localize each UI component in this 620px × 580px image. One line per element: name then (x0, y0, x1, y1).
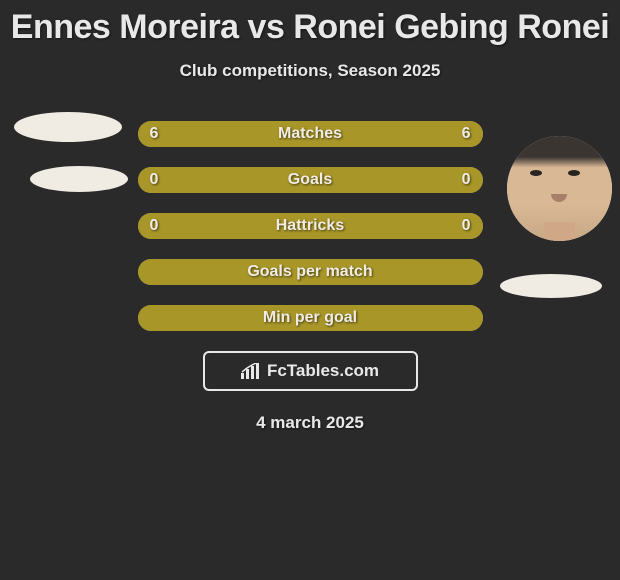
stat-bar: Min per goal (138, 305, 483, 331)
stat-label: Matches (278, 125, 342, 143)
stat-value-right: 0 (462, 217, 471, 235)
date-label: 4 march 2025 (0, 413, 620, 433)
avatar-photo (507, 136, 612, 241)
stats-bars: 6 6 Matches 0 0 Goals 0 0 Hattricks Goals per mat… (138, 121, 483, 331)
watermark: FcTables.com (203, 351, 418, 391)
stat-value-left: 0 (150, 217, 159, 235)
placeholder-ellipse (30, 166, 128, 192)
watermark-text: FcTables.com (267, 361, 379, 381)
page-title: Ennes Moreira vs Ronei Gebing Ronei (0, 0, 620, 47)
stat-label: Hattricks (276, 217, 344, 235)
stat-value-right: 6 (462, 125, 471, 143)
stat-bar: Goals per match (138, 259, 483, 285)
chart-icon (241, 363, 261, 379)
stat-bar: 0 0 Hattricks (138, 213, 483, 239)
stat-value-right: 0 (462, 171, 471, 189)
stat-label: Min per goal (263, 309, 357, 327)
player-right-avatar (507, 136, 612, 241)
stat-label: Goals per match (247, 263, 372, 281)
player-left-avatar (8, 111, 113, 216)
stat-bar: 0 0 Goals (138, 167, 483, 193)
subtitle: Club competitions, Season 2025 (0, 61, 620, 81)
stat-label: Goals (288, 171, 332, 189)
content-area: 6 6 Matches 0 0 Goals 0 0 Hattricks Goals per mat… (0, 121, 620, 433)
stat-value-left: 0 (150, 171, 159, 189)
face-graphic (507, 136, 612, 241)
placeholder-ellipse (14, 112, 122, 142)
placeholder-ellipse (500, 274, 602, 298)
stat-value-left: 6 (150, 125, 159, 143)
stat-bar: 6 6 Matches (138, 121, 483, 147)
